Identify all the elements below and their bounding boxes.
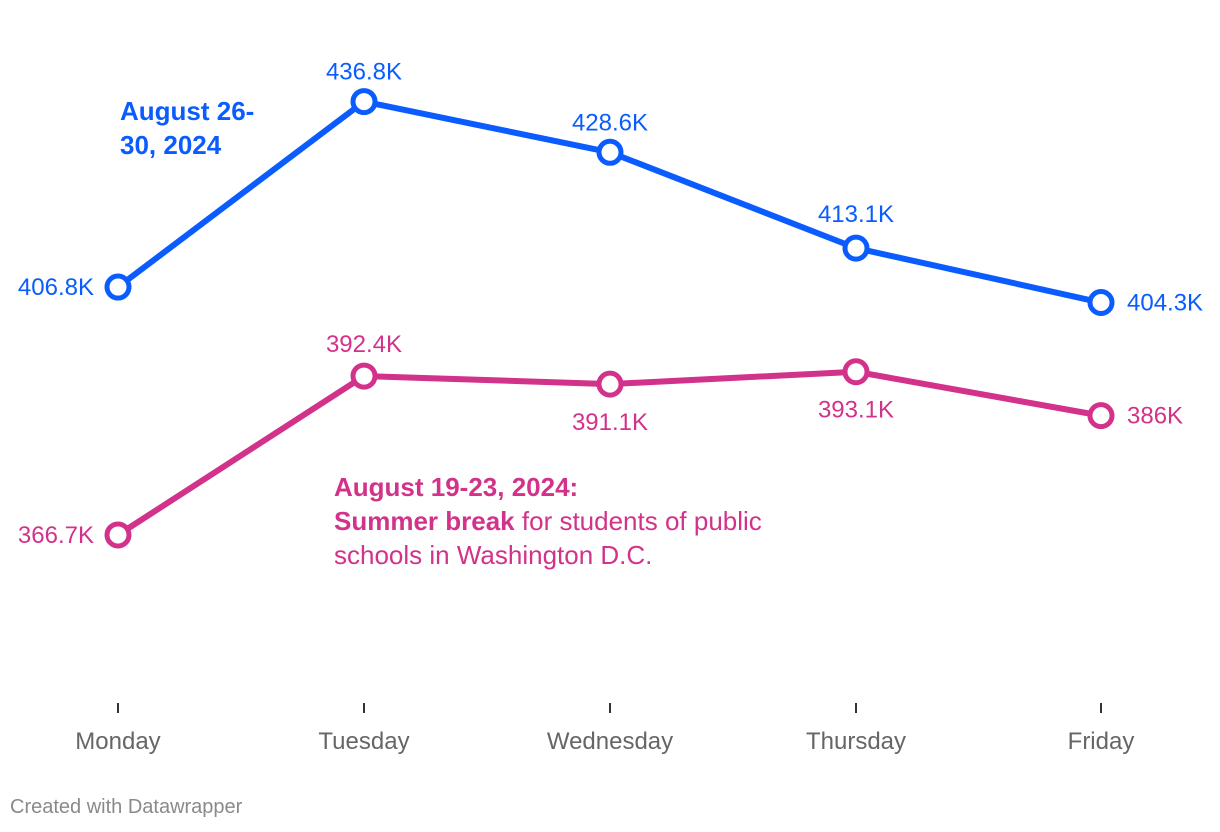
series-1: 406.8K 436.8K 428.6K 413.1K 404.3K	[18, 59, 1203, 317]
data-label: 404.3K	[1127, 290, 1203, 317]
data-point	[350, 88, 378, 116]
annotation-august-19-23: August 19-23, 2024: Summer break for stu…	[334, 470, 794, 572]
data-point	[842, 234, 870, 262]
data-label: 428.6K	[572, 109, 648, 136]
data-label: 391.1K	[572, 409, 648, 436]
data-label: 406.8K	[18, 274, 94, 301]
data-label: 393.1K	[818, 397, 894, 424]
data-point	[104, 521, 132, 549]
data-point	[104, 273, 132, 301]
series-2: 366.7K 392.4K 391.1K 393.1K 386K	[18, 331, 1183, 549]
data-point	[350, 362, 378, 390]
x-tick-label: Monday	[75, 728, 160, 755]
data-label: 386K	[1127, 403, 1183, 430]
annotation-title: August 19-23, 2024:	[334, 472, 579, 502]
data-label: 366.7K	[18, 522, 94, 549]
data-label: 436.8K	[326, 59, 402, 86]
x-tick-label: Wednesday	[547, 728, 673, 755]
data-point	[1087, 289, 1115, 317]
annotation-rest-text: for students of public schools in Washin…	[334, 506, 762, 570]
credit-text: Created with Datawrapper	[10, 796, 243, 818]
x-tick-label: Thursday	[806, 728, 906, 755]
data-point	[1087, 402, 1115, 430]
data-label: 392.4K	[326, 331, 402, 358]
annotation-august-26-30: August 26-30, 2024	[120, 96, 255, 160]
x-axis: Monday Tuesday Wednesday Thursday Friday	[75, 703, 1134, 755]
data-label: 413.1K	[818, 201, 894, 228]
data-point	[596, 370, 624, 398]
data-point	[596, 138, 624, 166]
x-tick-label: Tuesday	[318, 728, 409, 755]
x-tick-label: Friday	[1068, 728, 1135, 755]
annotation-bold-text: Summer break	[334, 506, 515, 536]
data-point	[842, 358, 870, 386]
